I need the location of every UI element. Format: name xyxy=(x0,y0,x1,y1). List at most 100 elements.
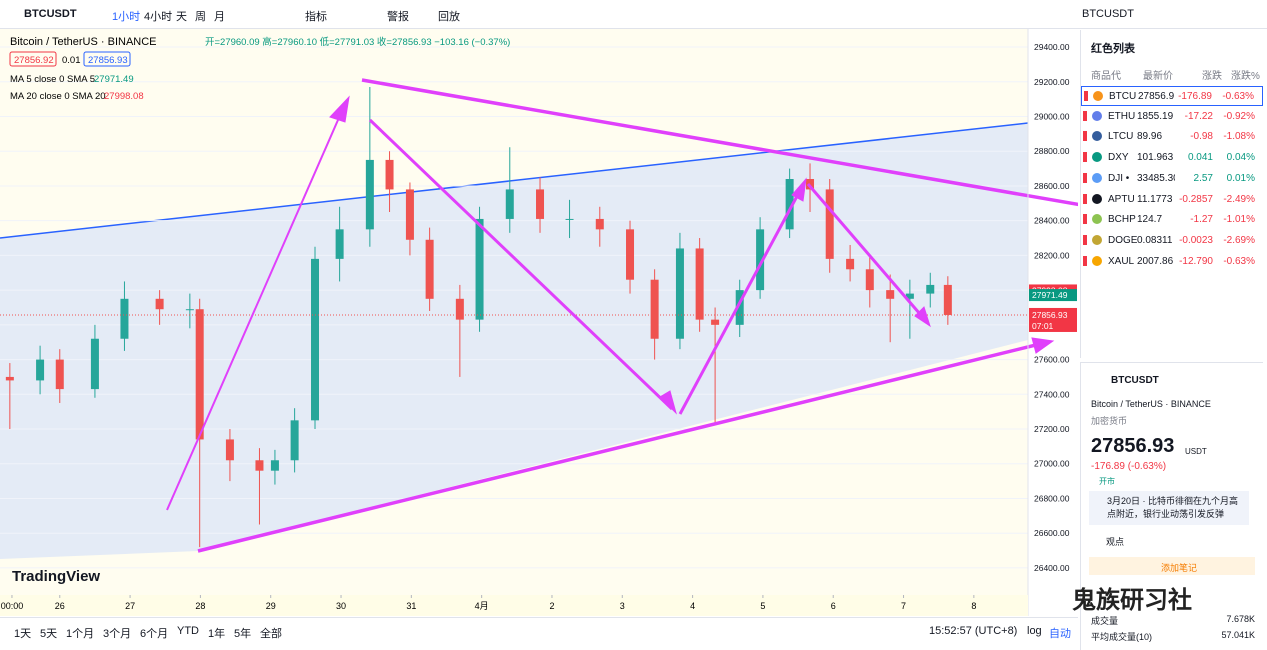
right-symbol[interactable]: BTCUSDT xyxy=(1082,8,1134,20)
watchlist-row[interactable]: APTU 11.1773 -0.2857 -2.49% xyxy=(1081,190,1263,210)
change: -0.2857 xyxy=(1179,193,1213,205)
range-button[interactable]: 5天 xyxy=(40,628,58,640)
change: -0.0023 xyxy=(1179,234,1213,246)
interval[interactable]: 1小时 xyxy=(112,11,141,23)
ma5-label: MA 5 close 0 SMA 5 xyxy=(10,74,95,85)
candle-body xyxy=(595,218,604,230)
indicators-button[interactable]: 指标 xyxy=(305,11,327,23)
range-button[interactable]: 全部 xyxy=(260,628,282,640)
watchlist-row[interactable]: ETHU 1855.19 -17.22 -0.92% xyxy=(1081,107,1263,127)
range-button[interactable]: 1年 xyxy=(208,628,226,640)
icon xyxy=(1092,131,1102,142)
add-note[interactable]: 添加笔记 xyxy=(1161,563,1198,573)
candle-body xyxy=(711,319,720,325)
range-button[interactable]: 3个月 xyxy=(103,628,132,640)
change-pct: -1.08% xyxy=(1223,131,1255,143)
detail-panel: BTCUSDT Bitcoin / TetherUS · BINANCE 加密货… xyxy=(1080,362,1263,650)
price-tag xyxy=(1029,289,1077,302)
candle-body xyxy=(905,293,914,299)
change-pct: -2.69% xyxy=(1223,234,1255,246)
last: 0.08311 xyxy=(1137,234,1173,246)
log-toggle[interactable]: log xyxy=(1027,625,1042,637)
candle-body xyxy=(785,179,794,230)
icon xyxy=(1092,214,1102,225)
range-button[interactable]: 1个月 xyxy=(66,628,95,640)
add-note-bg[interactable] xyxy=(1089,557,1255,575)
symbol[interactable]: BTCUSDT xyxy=(24,8,77,20)
candle-body xyxy=(270,460,279,471)
candle-body xyxy=(675,248,684,339)
countdown: 07:01 xyxy=(1032,321,1054,331)
candle-body xyxy=(756,229,765,291)
range-button[interactable]: YTD xyxy=(177,625,199,637)
clock: 15:52:57 (UTC+8) xyxy=(929,625,1018,637)
change-pct: -0.63% xyxy=(1222,91,1254,102)
ideas[interactable]: 观点 xyxy=(1106,537,1125,547)
watchlist-row[interactable]: DJI • 33485.30 2.57 0.01% xyxy=(1081,169,1263,189)
candle-body xyxy=(90,338,99,390)
flag xyxy=(1083,255,1087,266)
x-tick-label: 4月 xyxy=(475,601,489,611)
change: -12.790 xyxy=(1179,255,1213,267)
candle-body xyxy=(365,159,374,230)
x-tick-label: 27 xyxy=(125,601,135,611)
watchlist-row[interactable]: BCHP 124.7 -1.27 -1.01% xyxy=(1081,210,1263,230)
watchlist-row[interactable]: DOGE 0.08311 -0.0023 -2.69% xyxy=(1081,231,1263,251)
buy-box[interactable] xyxy=(83,51,131,67)
change-pct: 0.04% xyxy=(1226,152,1255,164)
last: 2007.86 xyxy=(1137,255,1174,267)
ma20-value: 27998.08 xyxy=(104,91,144,102)
change: -176.89 xyxy=(1178,91,1212,102)
icon xyxy=(1092,152,1102,163)
candle-body xyxy=(626,229,635,280)
y-tick-label: 28200.00 xyxy=(1034,250,1070,260)
watchlist-row[interactable]: DXY 101.963 0.041 0.04% xyxy=(1081,148,1263,168)
candle-body xyxy=(185,309,194,311)
channel-fill xyxy=(0,123,1028,559)
interval[interactable]: 月 xyxy=(214,11,225,23)
change-pct: -0.92% xyxy=(1223,110,1255,122)
alerts-button[interactable]: 警报 xyxy=(387,11,409,23)
range-button[interactable]: 1天 xyxy=(14,628,32,640)
y-tick-label: 29000.00 xyxy=(1034,112,1070,122)
watchlist-row[interactable]: BTCU 27856.9 -176.89 -0.63% xyxy=(1081,86,1263,106)
candle-body xyxy=(55,359,64,390)
x-tick-label: 2 xyxy=(549,601,554,611)
header: 最新价 xyxy=(1143,71,1173,82)
last: 124.7 xyxy=(1137,214,1163,226)
candle-body xyxy=(425,239,434,299)
change-pct: -0.63% xyxy=(1223,255,1255,267)
icon xyxy=(1092,172,1102,183)
interval[interactable]: 天 xyxy=(176,11,187,23)
candle-body xyxy=(36,359,45,381)
replay-button[interactable]: 回放 xyxy=(438,11,460,23)
x-tick-label: 5 xyxy=(760,601,765,611)
change: -0.98 xyxy=(1190,131,1213,143)
last-price-tag xyxy=(1029,307,1077,332)
interval[interactable]: 周 xyxy=(195,11,206,23)
symbol: DJI • xyxy=(1108,172,1130,184)
drawings xyxy=(166,78,1078,553)
interval[interactable]: 4小时 xyxy=(144,11,173,23)
candle-body xyxy=(695,248,704,320)
buy-price: 27856.93 xyxy=(88,55,128,66)
y-tick-label: 27600.00 xyxy=(1034,355,1070,365)
chart: TradingView Bitcoin / TetherUS · BINANCE… xyxy=(0,29,1078,616)
candle-body xyxy=(290,420,299,461)
volume: 7.678K xyxy=(1226,614,1255,624)
sell-price: 27856.92 xyxy=(14,55,54,66)
watchlist-row[interactable]: LTCU 89.96 -0.98 -1.08% xyxy=(1081,127,1263,147)
sell-box[interactable] xyxy=(9,51,57,67)
range-button[interactable]: 6个月 xyxy=(140,628,169,640)
candle-body xyxy=(195,309,204,440)
legend-ohlc: 开=27960.09 高=27960.10 低=27791.03 收=27856… xyxy=(205,36,510,48)
auto-toggle[interactable]: 自动 xyxy=(1049,628,1071,640)
y-tick-label: 27400.00 xyxy=(1034,389,1070,399)
last: 27856.9 xyxy=(1138,91,1175,102)
watermark: 鬼族研习社 xyxy=(1072,587,1192,614)
x-tick-label: 3 xyxy=(620,601,625,611)
watchlist-row[interactable]: XAUL 2007.86 -12.790 -0.63% xyxy=(1081,252,1263,272)
news[interactable]: 3月20日 · 比特币徘徊在九个月高点附近，银行业动荡引发反弹 xyxy=(1089,491,1249,525)
watchlist-title[interactable]: 红色列表 xyxy=(1091,43,1135,55)
range-button[interactable]: 5年 xyxy=(234,628,252,640)
